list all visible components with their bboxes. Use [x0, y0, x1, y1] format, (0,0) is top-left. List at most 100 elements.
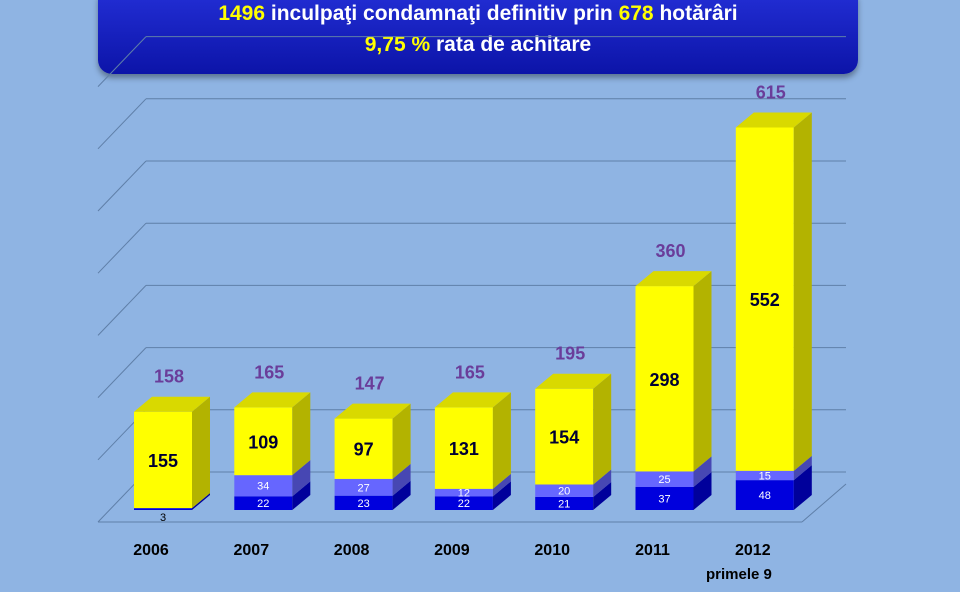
- label-lavender-2007: 34: [257, 481, 269, 493]
- bar-blue-2009: [434, 496, 493, 510]
- bar-side-yellow-2006: [192, 396, 210, 509]
- label-yellow-2009: 131: [449, 439, 479, 459]
- x-tick-2009: 2009: [434, 542, 470, 559]
- title-count-decisions: 678: [618, 2, 654, 25]
- total-label-2006: 158: [154, 367, 184, 387]
- floor-edge-side: [801, 483, 847, 523]
- label-lavender-2009: 12: [458, 488, 470, 500]
- bar-side-lavender-2009: [492, 473, 511, 497]
- bar-side-lavender-2008: [392, 463, 411, 496]
- label-yellow-2011: 298: [649, 370, 679, 390]
- label-blue-2011: 37: [658, 493, 670, 505]
- acquittal-rate: 9,75 %: [364, 33, 431, 56]
- gridline-wall: [97, 36, 147, 87]
- gridline-wall: [97, 347, 147, 398]
- bar-side-yellow-2008: [392, 403, 411, 479]
- bar-side-lavender-2010: [593, 469, 612, 497]
- title-count-defendants: 1496: [218, 2, 266, 25]
- bar-blue-2010: [535, 496, 594, 510]
- bar-yellow-2009: [434, 407, 493, 489]
- label-lavender-2011: 25: [658, 474, 670, 486]
- bar-yellow-2007: [234, 407, 293, 476]
- label-lavender-2012: 15: [759, 470, 771, 482]
- title-text-2: hotărâri: [653, 2, 738, 25]
- year-2012-note: primele 9: [706, 566, 772, 583]
- x-tick-2008: 2008: [334, 542, 370, 559]
- bar-side-blue-2012: [793, 465, 812, 510]
- label-blue-2009: 22: [458, 498, 470, 510]
- bar-top-2009: [434, 392, 511, 408]
- bar-lavender-2007: [234, 475, 293, 497]
- gridline-wall: [97, 98, 147, 150]
- bar-top-2008: [334, 403, 411, 419]
- total-label-2012: 615: [756, 82, 786, 102]
- bar-side-yellow-2007: [292, 392, 311, 476]
- gridline-wall: [97, 222, 147, 274]
- label-blue-2006: 3: [160, 512, 166, 524]
- total-label-2010: 195: [555, 344, 585, 364]
- bar-side-blue-2011: [693, 471, 712, 510]
- label-yellow-2012: 552: [750, 290, 780, 310]
- bar-top-2007: [234, 392, 311, 408]
- bar-blue-2007: [234, 496, 293, 510]
- bar-side-lavender-2011: [693, 456, 712, 487]
- label-yellow-2006: 155: [148, 451, 178, 471]
- total-label-2011: 360: [655, 241, 685, 261]
- bar-lavender-2012: [735, 470, 794, 481]
- title-text-3: rata de achitare: [430, 33, 592, 56]
- bar-yellow-2006: [134, 411, 192, 509]
- total-label-2007: 165: [254, 362, 284, 382]
- bar-blue-2012: [735, 480, 794, 510]
- x-tick-2011: 2011: [635, 542, 670, 559]
- gridline-wall: [97, 160, 147, 212]
- chart-labels: 3 155 158 2006 22 34 109 165 2007 23 27 97 147 2008 22…: [133, 82, 786, 559]
- label-yellow-2007: 109: [248, 432, 278, 452]
- bar-side-blue-2009: [492, 481, 511, 510]
- title-line-2: 9,75 % rata de achitare: [98, 33, 858, 57]
- bar-side-blue-2008: [392, 480, 411, 510]
- gridline-wall: [97, 285, 147, 336]
- bar-lavender-2008: [334, 478, 393, 496]
- label-lavender-2010: 20: [558, 486, 570, 498]
- bar-yellow-2012: [735, 127, 794, 471]
- title-line-1: 1496 inculpaţi condamnaţi definitiv prin…: [98, 2, 858, 26]
- bar-side-blue-2010: [593, 481, 612, 510]
- label-lavender-2008: 27: [357, 482, 369, 494]
- label-blue-2008: 23: [357, 498, 369, 510]
- bar-yellow-2011: [635, 286, 694, 472]
- bar-side-yellow-2009: [492, 392, 511, 489]
- title-text-1: inculpaţi condamnaţi definitiv prin: [265, 2, 619, 25]
- bar-yellow-2010: [535, 388, 594, 485]
- bar-side-lavender-2007: [292, 460, 311, 497]
- bar-blue-2011: [635, 486, 694, 510]
- x-tick-2012: 2012: [735, 542, 771, 559]
- bar-side-lavender-2012: [793, 455, 812, 481]
- bar-top-2010: [535, 373, 612, 389]
- bar-lavender-2010: [535, 484, 594, 497]
- bar-side-blue-2007: [292, 481, 311, 510]
- bar-side-yellow-2012: [793, 112, 812, 471]
- label-yellow-2010: 154: [549, 428, 579, 448]
- bar-blue-2006: [134, 508, 192, 510]
- total-label-2009: 165: [455, 362, 485, 382]
- bar-top-2006: [134, 396, 210, 412]
- x-tick-2006: 2006: [133, 542, 169, 559]
- bar-side-yellow-2010: [593, 373, 612, 485]
- label-blue-2007: 22: [257, 498, 269, 510]
- bar-side-yellow-2011: [693, 271, 712, 472]
- chart-bars: [134, 112, 812, 510]
- x-tick-2007: 2007: [234, 542, 270, 559]
- label-blue-2012: 48: [759, 490, 771, 502]
- label-blue-2010: 21: [558, 498, 570, 510]
- bar-yellow-2008: [334, 418, 393, 479]
- bar-top-2011: [635, 271, 712, 287]
- bar-lavender-2011: [635, 471, 694, 487]
- x-tick-2010: 2010: [534, 542, 570, 559]
- bar-top-2012: [735, 112, 812, 128]
- label-yellow-2008: 97: [354, 440, 374, 460]
- total-label-2008: 147: [355, 374, 385, 394]
- bar-lavender-2009: [434, 488, 493, 497]
- bar-side-blue-2006: [192, 493, 210, 510]
- bar-blue-2008: [334, 495, 393, 510]
